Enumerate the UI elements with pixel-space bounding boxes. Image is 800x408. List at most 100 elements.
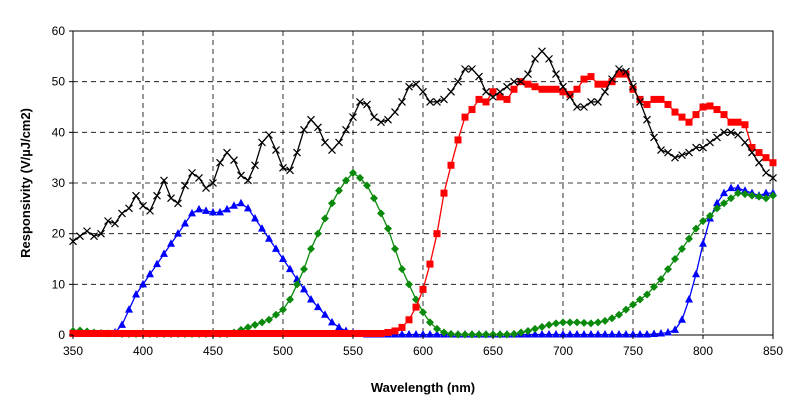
data-point <box>328 329 336 337</box>
x-tick-label: 500 <box>273 344 293 358</box>
data-point <box>244 176 252 185</box>
y-tick-label: 50 <box>52 75 66 89</box>
data-point <box>552 70 560 78</box>
data-point <box>580 103 588 111</box>
data-point <box>279 163 287 172</box>
data-point <box>692 269 700 278</box>
data-point <box>482 87 490 96</box>
y-tick-label: 20 <box>52 227 66 241</box>
data-point <box>580 75 588 83</box>
data-point <box>272 310 280 319</box>
data-point <box>769 174 777 182</box>
data-point <box>363 181 371 190</box>
data-point <box>685 148 693 157</box>
data-point <box>405 280 413 289</box>
data-point <box>321 138 329 147</box>
x-tick-label: 750 <box>623 344 643 358</box>
data-point <box>762 154 770 162</box>
data-point <box>741 121 749 129</box>
data-point <box>139 279 147 288</box>
data-point <box>188 168 196 177</box>
data-point <box>146 329 154 337</box>
data-point <box>538 85 546 93</box>
data-point <box>643 290 651 299</box>
data-point <box>146 206 154 215</box>
data-point <box>671 255 679 263</box>
data-point <box>720 128 728 137</box>
data-point <box>265 130 273 139</box>
data-point <box>545 85 553 93</box>
data-point <box>482 98 490 106</box>
data-point <box>363 100 371 109</box>
data-point <box>419 285 427 293</box>
data-point <box>762 168 770 177</box>
data-point <box>167 329 175 337</box>
data-point <box>377 329 385 337</box>
data-point <box>230 329 238 337</box>
x-tick-label: 700 <box>553 344 573 358</box>
data-point <box>265 234 273 242</box>
data-point <box>559 329 567 338</box>
x-axis-ticks: 350 400 450 500 550 600 650 700 750 800 850 <box>63 335 783 358</box>
data-point <box>104 217 112 225</box>
data-point <box>167 239 175 247</box>
data-point <box>153 329 161 337</box>
data-point <box>664 327 672 336</box>
data-point <box>524 70 532 78</box>
data-point <box>587 73 595 81</box>
data-point <box>174 329 182 337</box>
data-point <box>678 113 686 121</box>
data-point <box>258 224 266 232</box>
data-point <box>111 219 119 228</box>
data-point <box>300 329 308 337</box>
data-point <box>692 224 700 233</box>
data-point <box>720 111 728 119</box>
data-point <box>356 98 364 106</box>
data-point <box>377 209 385 218</box>
data-point <box>468 65 476 73</box>
data-point <box>559 318 567 327</box>
data-point <box>769 159 777 167</box>
data-point <box>370 113 378 122</box>
y-tick-label: 60 <box>52 24 66 38</box>
data-point <box>384 328 392 336</box>
data-point <box>657 146 665 154</box>
data-point <box>440 328 448 337</box>
data-point <box>706 138 714 147</box>
data-point <box>629 300 637 309</box>
data-point <box>636 98 644 106</box>
data-point <box>398 265 406 274</box>
data-point <box>188 208 196 217</box>
data-point <box>272 329 280 337</box>
data-point <box>300 284 308 293</box>
data-point <box>468 330 476 339</box>
data-point <box>223 148 231 157</box>
data-point <box>531 324 539 333</box>
data-point <box>636 295 644 304</box>
data-point <box>132 289 140 298</box>
y-tick-label: 0 <box>58 328 65 342</box>
data-point <box>664 100 672 108</box>
data-point <box>181 329 189 337</box>
data-point <box>503 82 511 91</box>
data-point <box>90 329 98 337</box>
data-point <box>153 259 161 268</box>
data-point <box>265 329 273 337</box>
data-point <box>734 189 742 198</box>
data-point <box>741 138 749 147</box>
data-point <box>657 95 665 103</box>
data-point <box>601 329 609 338</box>
x-tick-label: 350 <box>63 344 83 358</box>
data-point <box>727 183 735 192</box>
data-point <box>118 320 126 328</box>
data-point <box>335 329 343 337</box>
data-point <box>664 265 672 274</box>
data-point <box>244 329 252 337</box>
data-point <box>349 113 357 122</box>
data-point <box>139 201 147 210</box>
data-point <box>132 329 140 337</box>
data-point <box>545 320 553 329</box>
data-point <box>566 318 574 327</box>
data-point <box>510 77 518 86</box>
